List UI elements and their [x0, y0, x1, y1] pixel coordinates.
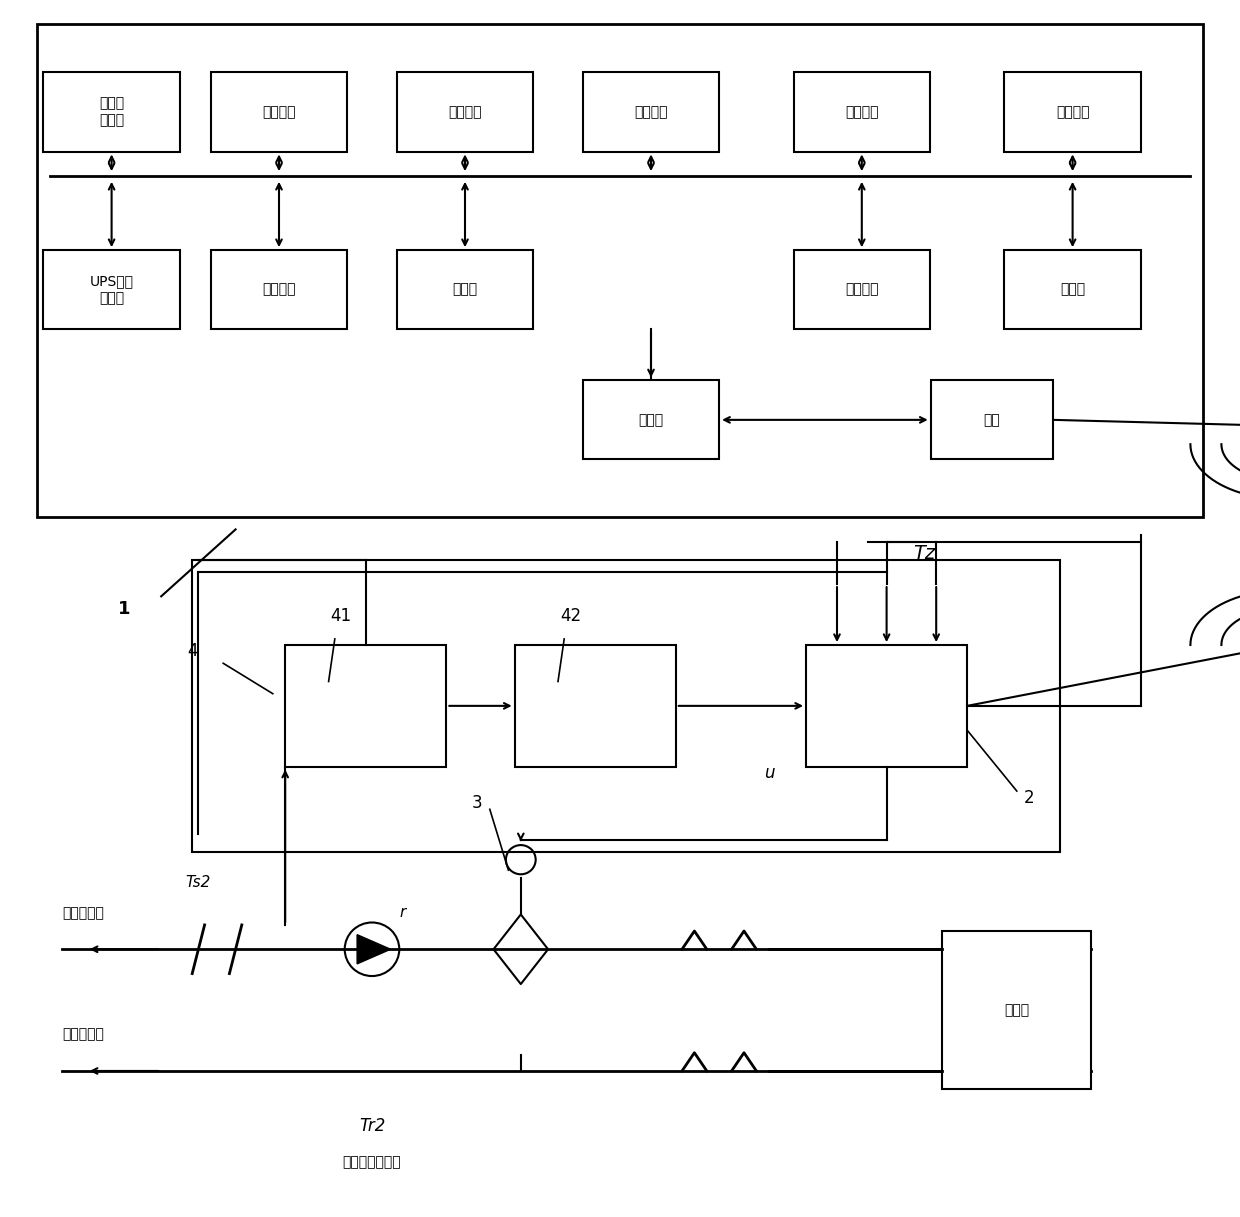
Text: 扩展端: 扩展端: [1060, 282, 1085, 297]
Text: 室外温度: 室外温度: [262, 282, 296, 297]
Text: 打印机: 打印机: [453, 282, 477, 297]
FancyBboxPatch shape: [397, 73, 533, 152]
Text: 运行控制: 运行控制: [448, 105, 482, 119]
Text: 二次网供水: 二次网供水: [62, 905, 104, 920]
Text: 网关: 网关: [983, 413, 1001, 427]
Text: 数据呈现: 数据呈现: [634, 105, 668, 119]
FancyBboxPatch shape: [930, 380, 1054, 459]
Text: 1: 1: [118, 600, 130, 617]
Text: 3: 3: [472, 795, 482, 812]
Text: r: r: [399, 905, 407, 920]
Text: 状态评价: 状态评价: [844, 282, 879, 297]
Text: Tr2: Tr2: [358, 1117, 386, 1134]
Text: 数据库: 数据库: [639, 413, 663, 427]
Text: 41: 41: [330, 606, 352, 624]
FancyBboxPatch shape: [806, 645, 967, 767]
FancyBboxPatch shape: [942, 931, 1091, 1089]
FancyBboxPatch shape: [583, 73, 719, 152]
Text: 系统平衡: 系统平衡: [844, 105, 879, 119]
Text: 4: 4: [187, 643, 197, 660]
Text: 2: 2: [1024, 789, 1034, 807]
FancyBboxPatch shape: [43, 251, 180, 329]
FancyBboxPatch shape: [211, 73, 347, 152]
Text: 实时数
据采集: 实时数 据采集: [99, 96, 124, 128]
FancyBboxPatch shape: [1004, 73, 1141, 152]
FancyBboxPatch shape: [285, 645, 446, 767]
Text: 建筑物: 建筑物: [1004, 1003, 1029, 1017]
Text: Tz: Tz: [913, 544, 935, 563]
FancyBboxPatch shape: [515, 645, 676, 767]
FancyBboxPatch shape: [211, 251, 347, 329]
Text: 地理信息: 地理信息: [1055, 105, 1090, 119]
FancyBboxPatch shape: [794, 251, 930, 329]
FancyBboxPatch shape: [397, 251, 533, 329]
FancyBboxPatch shape: [43, 73, 180, 152]
Polygon shape: [357, 935, 391, 964]
FancyBboxPatch shape: [192, 560, 1060, 852]
FancyBboxPatch shape: [37, 24, 1203, 517]
Text: UPS不间
断电源: UPS不间 断电源: [89, 274, 134, 305]
FancyBboxPatch shape: [794, 73, 930, 152]
FancyBboxPatch shape: [1004, 251, 1141, 329]
Text: 二次网回水: 二次网回水: [62, 1027, 104, 1042]
FancyBboxPatch shape: [583, 380, 719, 459]
Text: Ts2: Ts2: [186, 875, 211, 890]
Text: 42: 42: [559, 606, 582, 624]
Text: 数据计算: 数据计算: [262, 105, 296, 119]
Text: 二次网热力入口: 二次网热力入口: [342, 1155, 402, 1170]
Text: u: u: [764, 764, 774, 781]
